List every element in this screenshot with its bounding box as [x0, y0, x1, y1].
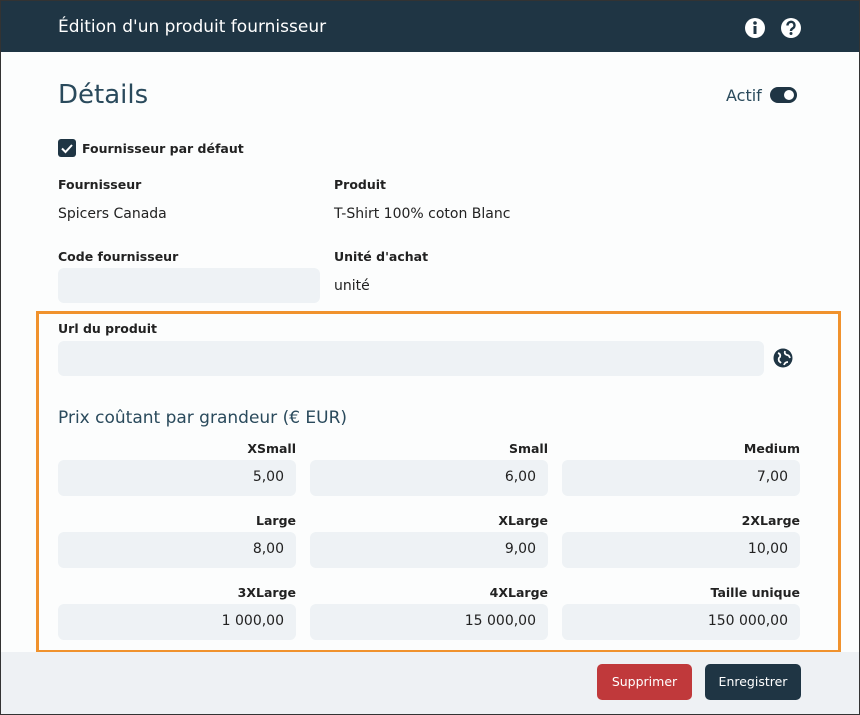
- size-label: Medium: [743, 441, 800, 456]
- price-input[interactable]: 1 000,00: [58, 604, 296, 640]
- price-input[interactable]: 10,00: [562, 532, 800, 568]
- price-input[interactable]: 7,00: [562, 460, 800, 496]
- price-input[interactable]: 9,00: [310, 532, 548, 568]
- field-label: Url du produit: [58, 321, 157, 336]
- price-input[interactable]: 8,00: [58, 532, 296, 568]
- field-value: T-Shirt 100% coton Blanc: [334, 206, 511, 222]
- help-icon[interactable]: [781, 18, 801, 38]
- price-value: 150 000,00: [707, 613, 788, 629]
- price-input[interactable]: 6,00: [310, 460, 548, 496]
- price-input[interactable]: 150 000,00: [562, 604, 800, 640]
- save-button[interactable]: Enregistrer: [705, 664, 801, 700]
- field-label: Fournisseur: [58, 177, 142, 192]
- info-icon[interactable]: [745, 18, 765, 38]
- section-title: Détails: [58, 80, 149, 110]
- size-label: 4XLarge: [489, 585, 548, 600]
- price-value: 1 000,00: [221, 613, 284, 629]
- field-value: Spicers Canada: [58, 206, 167, 222]
- text-input[interactable]: [58, 268, 320, 303]
- size-label: 2XLarge: [741, 513, 800, 528]
- header-title: Édition d'un produit fournisseur: [58, 17, 327, 37]
- price-input[interactable]: 5,00: [58, 460, 296, 496]
- field-label: Unité d'achat: [334, 249, 429, 264]
- price-value: 9,00: [504, 541, 536, 557]
- price-value: 15 000,00: [464, 613, 536, 629]
- price-value: 6,00: [504, 469, 536, 485]
- size-label: 3XLarge: [237, 585, 296, 600]
- checkbox[interactable]: [58, 139, 76, 157]
- price-value: 5,00: [252, 469, 284, 485]
- globe-icon[interactable]: [773, 348, 793, 368]
- highlight-box: [36, 311, 841, 653]
- price-input[interactable]: 15 000,00: [310, 604, 548, 640]
- field-value: unité: [334, 278, 370, 294]
- size-label: Large: [256, 513, 296, 528]
- active-toggle[interactable]: [770, 87, 798, 103]
- active-label: Actif: [726, 86, 762, 105]
- prices-title: Prix coûtant par grandeur (€ EUR): [58, 408, 348, 428]
- price-value: 10,00: [747, 541, 788, 557]
- size-label: XSmall: [247, 441, 296, 456]
- size-label: Taille unique: [710, 585, 800, 600]
- delete-button[interactable]: Supprimer: [597, 664, 692, 700]
- size-label: XLarge: [498, 513, 548, 528]
- size-label: Small: [508, 441, 548, 456]
- text-input[interactable]: [58, 341, 764, 376]
- footer: Supprimer Enregistrer: [0, 652, 860, 715]
- price-value: 8,00: [252, 541, 284, 557]
- header-icons: [745, 18, 801, 38]
- field-label: Produit: [334, 177, 387, 192]
- checkbox-label: Fournisseur par défaut: [82, 141, 244, 156]
- header: Édition d'un produit fournisseur: [0, 0, 860, 52]
- field-label: Code fournisseur: [58, 249, 179, 264]
- price-value: 7,00: [756, 469, 788, 485]
